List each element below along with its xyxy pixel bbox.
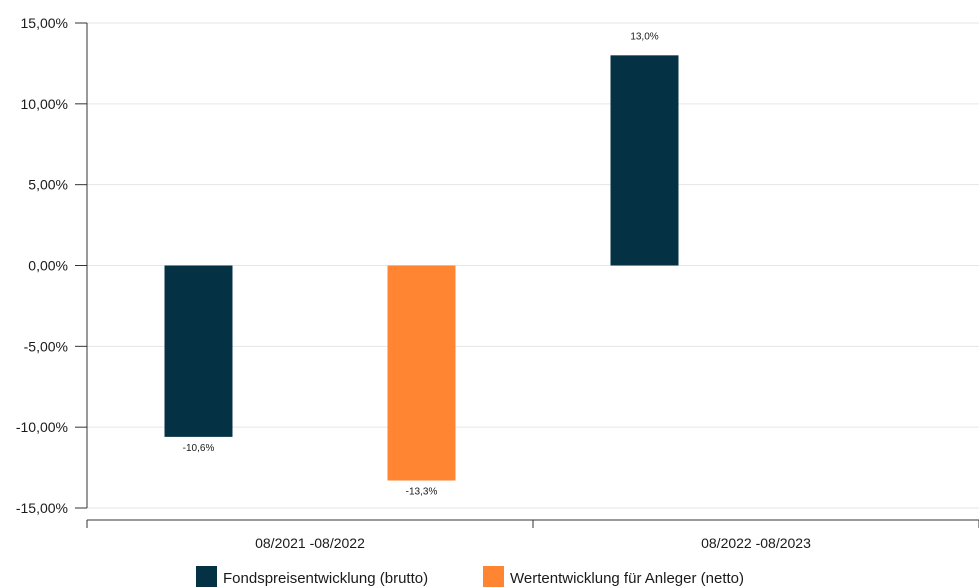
bar-data-label: 13,0% <box>630 31 658 42</box>
legend-swatch <box>196 566 217 587</box>
x-category-label: 08/2022 -08/2023 <box>701 535 811 551</box>
y-tick-label: 15,00% <box>21 15 68 31</box>
y-tick-label: -15,00% <box>16 500 68 516</box>
bar-data-label: -10,6% <box>183 443 215 454</box>
bar-data-label: -13,3% <box>406 487 438 498</box>
legend-swatch <box>483 566 504 587</box>
legend-label: Fondspreisentwicklung (brutto) <box>223 570 428 587</box>
x-category-label: 08/2021 -08/2022 <box>255 535 365 551</box>
y-tick-label: 10,00% <box>21 96 68 112</box>
bar <box>164 265 233 437</box>
bar <box>610 55 679 266</box>
y-tick-label: 5,00% <box>28 177 68 193</box>
legend-label: Wertentwicklung für Anleger (netto) <box>510 570 744 587</box>
y-tick-label: -5,00% <box>24 338 68 354</box>
y-tick-label: -10,00% <box>16 419 68 435</box>
bar <box>387 265 456 481</box>
y-tick-label: 0,00% <box>28 258 68 274</box>
